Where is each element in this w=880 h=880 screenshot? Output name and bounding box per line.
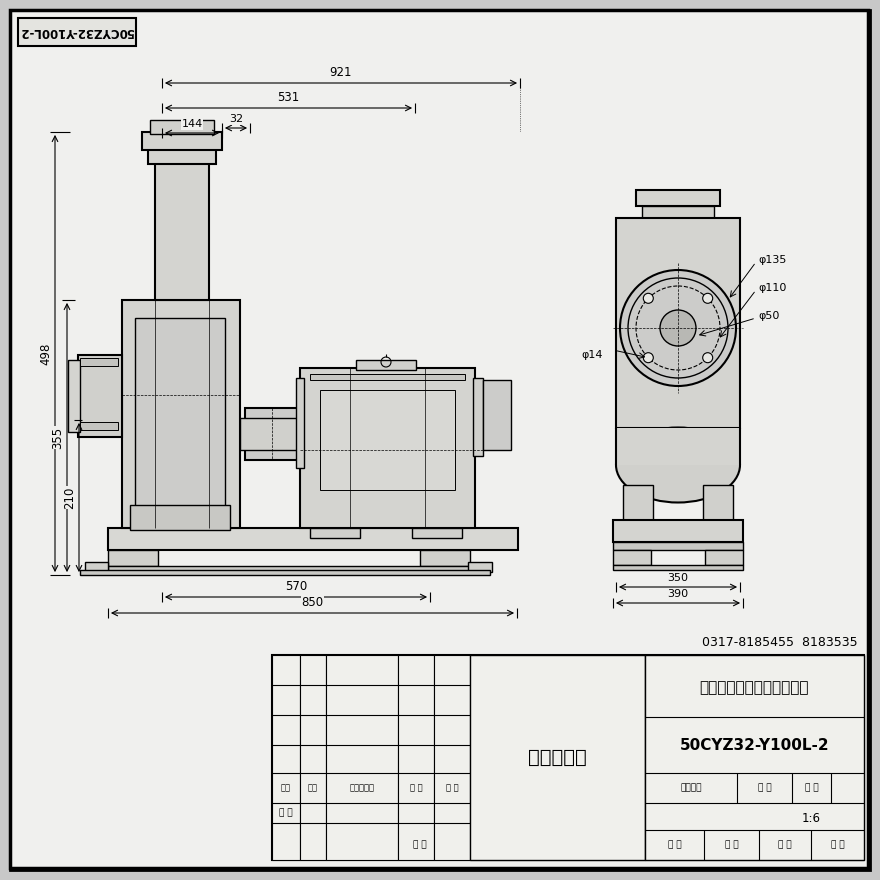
Text: 图样标记: 图样标记 [680, 783, 701, 793]
Text: 审 核: 审 核 [668, 840, 681, 849]
Text: 标 准: 标 准 [725, 840, 738, 849]
Bar [135, 318, 225, 513]
Bar [108, 566, 470, 572]
Bar [108, 550, 158, 566]
Circle shape [643, 293, 653, 304]
Text: φ135: φ135 [758, 255, 787, 265]
Text: 498: 498 [39, 342, 52, 364]
Text: 355: 355 [51, 427, 64, 449]
Text: 350: 350 [668, 573, 688, 583]
Bar [240, 418, 305, 450]
Bar [616, 428, 740, 465]
Text: 机组接装图: 机组接装图 [528, 748, 587, 767]
Text: 531: 531 [277, 91, 299, 104]
Bar [148, 148, 216, 164]
Ellipse shape [616, 428, 740, 502]
Text: 921: 921 [330, 66, 352, 79]
Bar [613, 550, 651, 565]
Bar [613, 542, 743, 550]
Bar [18, 18, 136, 46]
Bar [356, 360, 416, 370]
Bar [613, 520, 743, 542]
Text: 重 量: 重 量 [758, 783, 771, 793]
Bar [122, 300, 240, 528]
Bar [623, 485, 653, 525]
Bar [272, 655, 864, 860]
Bar [642, 206, 714, 218]
Text: 更改文件名: 更改文件名 [349, 783, 375, 793]
Bar [473, 378, 483, 456]
Text: 390: 390 [667, 589, 688, 599]
Text: 850: 850 [302, 596, 324, 609]
Bar [68, 360, 80, 432]
Text: 日 期: 日 期 [445, 783, 458, 793]
Bar [80, 422, 118, 430]
Circle shape [703, 353, 713, 363]
Text: 比 例: 比 例 [804, 783, 818, 793]
Bar [80, 570, 490, 575]
Bar [613, 565, 743, 570]
Text: φ110: φ110 [758, 283, 787, 293]
Bar [130, 505, 230, 530]
Bar [310, 374, 465, 380]
Bar [636, 190, 720, 206]
Text: 144: 144 [181, 119, 202, 129]
Bar [155, 160, 209, 300]
Bar [703, 485, 733, 525]
Circle shape [643, 353, 653, 363]
Bar [296, 378, 304, 468]
Text: 50CYZ32-Y100L-2: 50CYZ32-Y100L-2 [19, 26, 135, 39]
Text: 1:6: 1:6 [802, 811, 821, 825]
Bar [78, 355, 122, 437]
Circle shape [620, 270, 736, 386]
Circle shape [703, 293, 713, 304]
Bar [434, 655, 470, 860]
Bar [468, 562, 492, 572]
Text: 批 准: 批 准 [778, 840, 792, 849]
Text: 日 期: 日 期 [414, 840, 427, 849]
Text: 签 字: 签 字 [410, 783, 422, 793]
Bar [398, 655, 434, 860]
Text: φ50: φ50 [758, 311, 780, 321]
Bar [705, 550, 743, 565]
Bar [300, 368, 475, 528]
Text: 河北远东泵业制造有限公司: 河北远东泵业制造有限公司 [700, 680, 810, 695]
Bar [142, 132, 222, 150]
Bar [245, 408, 300, 460]
Text: 设 计: 设 计 [279, 809, 293, 818]
Bar [483, 380, 511, 450]
Bar [470, 655, 645, 860]
Text: 标记: 标记 [281, 783, 291, 793]
Text: 签 字: 签 字 [831, 840, 845, 849]
Bar [85, 562, 108, 572]
Bar [645, 655, 864, 860]
Text: 32: 32 [229, 114, 243, 124]
Circle shape [660, 310, 696, 346]
Bar [320, 390, 455, 490]
Text: 210: 210 [63, 487, 76, 509]
Bar [108, 528, 518, 550]
Text: 0317-8185455  8183535: 0317-8185455 8183535 [702, 636, 858, 649]
Text: φ14: φ14 [582, 350, 603, 360]
Text: 数量: 数量 [308, 783, 318, 793]
Bar [272, 655, 300, 860]
Bar [310, 528, 360, 538]
Bar [300, 655, 326, 860]
Bar [80, 358, 118, 366]
Bar [616, 218, 740, 428]
Text: 570: 570 [285, 580, 307, 593]
Bar [412, 528, 462, 538]
Text: 50CYZ32-Y100L-2: 50CYZ32-Y100L-2 [679, 738, 829, 753]
Bar [420, 550, 470, 566]
Bar [150, 120, 214, 134]
Bar [326, 655, 398, 860]
